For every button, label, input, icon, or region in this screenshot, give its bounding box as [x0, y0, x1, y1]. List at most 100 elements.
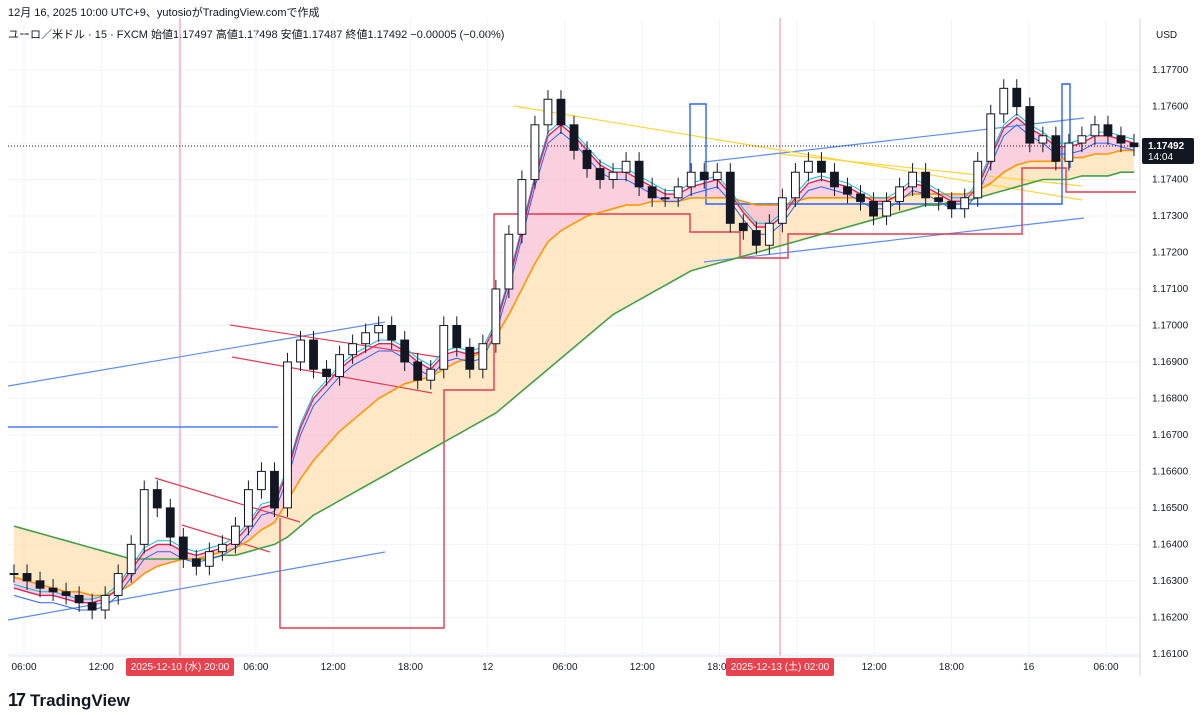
candle-body [270, 470, 279, 509]
ma-clouds [14, 117, 1134, 603]
candle-body [973, 160, 983, 199]
axes-layer: 1.177001.176001.175001.174001.173001.172… [8, 18, 1194, 676]
price-tick-label: 1.16200 [1152, 612, 1189, 623]
candle-body [283, 361, 292, 509]
time-tick-label: 18:00 [707, 662, 732, 673]
current-price-badge [1142, 137, 1194, 164]
candle-body [1038, 135, 1048, 144]
candle-body [296, 339, 305, 363]
trendline-10 [181, 524, 271, 553]
candle-body [869, 200, 878, 217]
candle-body [686, 171, 696, 188]
candle-body [986, 113, 996, 162]
candle-body [582, 149, 592, 170]
price-tick-label: 1.17600 [1152, 102, 1189, 113]
price-tick-label: 1.16400 [1152, 539, 1189, 550]
drawing-tools [7, 18, 1140, 656]
candle-body [647, 186, 657, 199]
trendline-2 [7, 551, 386, 621]
time-tick-label: 12:00 [630, 662, 655, 673]
price-tick-label: 1.16500 [1152, 503, 1189, 514]
time-tick-label: 12:00 [89, 662, 114, 673]
time-tick-label: 06:00 [552, 662, 577, 673]
candle-body [478, 343, 488, 370]
candle-body [426, 368, 436, 381]
price-tick-label: 1.17300 [1152, 211, 1189, 222]
candle-body [1116, 135, 1126, 144]
candle-body [230, 525, 240, 545]
candle-body [830, 171, 839, 188]
time-tick-label: 06:00 [11, 662, 36, 673]
candle-body [139, 489, 149, 545]
candle-body [387, 324, 397, 341]
price-tick-label: 1.17100 [1152, 284, 1189, 295]
candle-body [61, 591, 71, 596]
candle-body [1051, 135, 1061, 162]
candle-body [1025, 106, 1035, 144]
date-badge-label: 2025-12-13 (土) 02:00 [731, 660, 830, 673]
candle-body [569, 124, 579, 151]
candle-body [934, 197, 944, 202]
price-tick-label: 1.16100 [1152, 649, 1189, 660]
time-tick-label: 18:00 [939, 662, 964, 673]
candle-body [439, 324, 449, 370]
fast-orange-cloud [14, 117, 1134, 603]
candle-body [530, 124, 540, 181]
candle-body [87, 602, 97, 611]
candle-body [504, 233, 514, 290]
candle-body [309, 339, 318, 370]
candle-body [74, 594, 84, 604]
tradingview-logo[interactable]: 17 TradingView [8, 690, 130, 711]
candle-body [517, 179, 527, 235]
candle-body [777, 197, 787, 224]
candle-body [100, 594, 110, 611]
candle-body [165, 507, 175, 538]
candle-body [465, 346, 475, 370]
price-tick-label: 1.16700 [1152, 430, 1189, 441]
candle-body [595, 168, 605, 181]
time-tick-label: 16 [1023, 662, 1035, 673]
candle-body [908, 171, 918, 188]
candle-body [764, 222, 774, 246]
candle-body [257, 470, 266, 491]
trendline-3 [703, 217, 1085, 263]
candle-body [178, 536, 188, 560]
price-tick-label: 1.17200 [1152, 248, 1189, 259]
candle-body [556, 98, 566, 126]
candle-body [361, 332, 371, 345]
candle-body [673, 186, 683, 199]
candle-body [725, 171, 735, 224]
price-tick-label: 1.17700 [1152, 65, 1189, 76]
time-tick-label: 06:00 [243, 662, 268, 673]
candle-body [322, 368, 331, 378]
date-badge-label: 2025-12-10 (水) 20:00 [131, 661, 230, 673]
candle-body [738, 222, 748, 232]
trendline-9 [154, 477, 301, 523]
current-price-label: 1.17492 [1148, 141, 1185, 152]
candle-body [843, 186, 852, 195]
candle-body [621, 160, 631, 173]
candle-body [9, 573, 19, 576]
ma-orange-line [13, 149, 1134, 597]
candle-body [1064, 142, 1074, 162]
orange-green-cloud [14, 150, 1134, 596]
candle-body [22, 573, 32, 582]
candle-body [348, 343, 358, 356]
candle-body [608, 171, 618, 181]
candle-body [634, 160, 644, 188]
date-badge-1 [126, 658, 234, 676]
candle-body [751, 230, 761, 246]
candle-body [413, 361, 423, 381]
candle-body [335, 354, 344, 378]
candle-body [1012, 87, 1022, 108]
tradingview-logo-icon: 17 [8, 690, 26, 710]
candle-body [152, 489, 162, 509]
currency-label: USD [1156, 30, 1177, 41]
candle-body [960, 197, 970, 210]
candle-body [217, 543, 227, 553]
candle-body [191, 558, 201, 567]
candle-body [856, 193, 865, 202]
candle-body [712, 171, 722, 181]
candle-body [895, 186, 904, 202]
